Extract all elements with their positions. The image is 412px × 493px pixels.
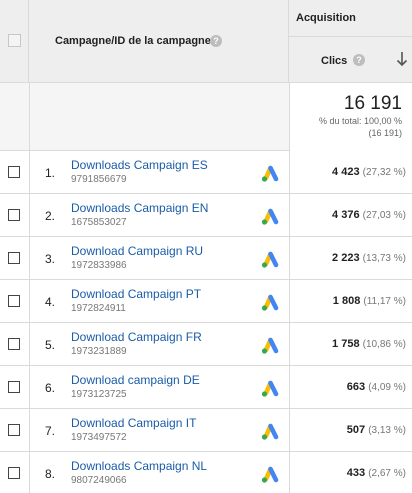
clics-value: 2 223 (332, 252, 360, 264)
campaign-link[interactable]: Downloads Campaign EN (71, 201, 209, 215)
clics-cell: 2 223 (13,73 %) (332, 252, 406, 264)
total-percentage: % du total: 100,00 % (318, 116, 402, 126)
google-ads-icon (261, 165, 279, 182)
clics-value: 663 (346, 381, 366, 393)
arrow-down-icon[interactable] (395, 49, 409, 69)
clics-cell: 4 423 (27,32 %) (332, 166, 406, 178)
google-ads-icon (261, 466, 279, 483)
row-number: 3. (45, 252, 56, 266)
table-row: 8. Downloads Campaign NL 9807249066 433 … (0, 452, 412, 493)
clics-percentage: (2,67 %) (368, 468, 406, 479)
row-checkbox[interactable] (8, 338, 20, 350)
google-ads-icon (261, 251, 279, 268)
campaign-link[interactable]: Downloads Campaign ES (71, 158, 208, 172)
row-checkbox[interactable] (8, 381, 20, 393)
total-absolute: (16 191) (368, 128, 402, 138)
row-checkbox[interactable] (8, 209, 20, 221)
help-icon[interactable]: ? (353, 54, 365, 66)
clics-cell: 433 (2,67 %) (347, 467, 406, 479)
acquisition-group-header: Acquisition (289, 0, 412, 37)
table-row: 1. Downloads Campaign ES 9791856679 4 42… (0, 151, 412, 194)
row-number: 6. (45, 381, 56, 395)
clics-value: 507 (346, 424, 366, 436)
clics-value: 1 808 (332, 295, 361, 307)
clics-cell: 4 376 (27,03 %) (332, 209, 406, 221)
google-ads-icon (261, 337, 279, 354)
acquisition-label: Acquisition (296, 12, 356, 24)
clics-column-label[interactable]: Clics (321, 55, 348, 67)
table-row: 5. Download Campaign FR 1973231889 1 758… (0, 323, 412, 366)
table-row: 4. Download Campaign PT 1972824911 1 808… (0, 280, 412, 323)
clics-percentage: (27,32 %) (362, 167, 406, 178)
table-row: 2. Downloads Campaign EN 1675853027 4 37… (0, 194, 412, 237)
campaign-id: 1972824911 (71, 303, 126, 314)
row-number: 8. (45, 467, 56, 481)
google-ads-icon (261, 294, 279, 311)
clics-value: 1 758 (332, 338, 360, 350)
campaign-id: 1972833986 (71, 260, 127, 271)
clics-value: 433 (346, 467, 366, 479)
clics-cell: 1 758 (10,86 %) (332, 338, 406, 350)
clics-cell: 1 808 (11,17 %) (333, 295, 406, 307)
total-row: 16 191 % du total: 100,00 % (16 191) (0, 83, 412, 151)
row-checkbox[interactable] (8, 467, 20, 479)
campaign-id: 1973231889 (71, 346, 127, 357)
row-number: 4. (45, 295, 56, 309)
row-checkbox[interactable] (8, 252, 20, 264)
row-number: 1. (45, 166, 56, 180)
clics-percentage: (27,03 %) (362, 210, 406, 221)
google-ads-icon (261, 380, 279, 397)
table-header (0, 0, 412, 83)
campaign-link[interactable]: Download campaign DE (71, 373, 200, 387)
campaign-id: 1973123725 (71, 389, 127, 400)
campaign-link[interactable]: Download Campaign IT (71, 416, 197, 430)
row-checkbox[interactable] (8, 166, 20, 178)
campaign-id: 1973497572 (71, 432, 127, 443)
table-row: 6. Download campaign DE 1973123725 663 (… (0, 366, 412, 409)
table-row: 7. Download Campaign IT 1973497572 507 (… (0, 409, 412, 452)
google-ads-icon (261, 208, 279, 225)
table-row: 3. Download Campaign RU 1972833986 2 223… (0, 237, 412, 280)
campaign-link[interactable]: Download Campaign PT (71, 287, 202, 301)
campaign-id: 1675853027 (71, 217, 127, 228)
campaign-link[interactable]: Downloads Campaign NL (71, 459, 208, 473)
row-number: 5. (45, 338, 56, 352)
row-checkbox[interactable] (8, 424, 20, 436)
clics-percentage: (11,17 %) (363, 296, 406, 307)
help-icon[interactable]: ? (210, 35, 222, 47)
campaign-id: 9807249066 (71, 475, 127, 486)
row-number: 2. (45, 209, 56, 223)
clics-value: 4 423 (332, 166, 360, 178)
campaign-link[interactable]: Download Campaign RU (71, 244, 204, 258)
clics-cell: 663 (4,09 %) (347, 381, 406, 393)
clics-percentage: (10,86 %) (362, 339, 406, 350)
select-all-checkbox[interactable] (8, 34, 21, 47)
clics-value: 4 376 (332, 209, 360, 221)
campaign-link[interactable]: Download Campaign FR (71, 330, 202, 344)
clics-percentage: (4,09 %) (368, 382, 406, 393)
row-number: 7. (45, 424, 56, 438)
google-ads-icon (261, 423, 279, 440)
clics-percentage: (3,13 %) (368, 425, 406, 436)
campaign-column-label: Campagne/ID de la campagne (55, 35, 211, 47)
total-clics-value: 16 191 (343, 93, 402, 114)
header-checkbox-cell (0, 0, 29, 83)
campaign-id: 9791856679 (71, 174, 127, 185)
row-checkbox[interactable] (8, 295, 20, 307)
clics-cell: 507 (3,13 %) (347, 424, 406, 436)
clics-percentage: (13,73 %) (362, 253, 406, 264)
campaign-column-header[interactable]: Campagne/ID de la campagne ? (29, 0, 289, 83)
